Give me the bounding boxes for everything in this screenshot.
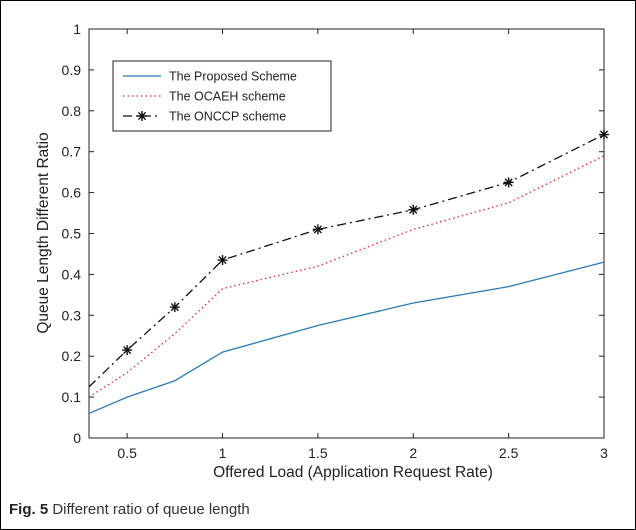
y-tick-label: 0.2	[62, 348, 82, 364]
figure-caption: Fig. 5 Different ratio of queue length	[9, 501, 250, 518]
y-tick-label: 0.1	[62, 389, 82, 405]
y-axis-label: Queue Length Different Ratio	[35, 132, 52, 333]
series-line-1	[88, 261, 605, 415]
y-tick-label: 0.3	[62, 307, 82, 323]
y-tick-label: 0.4	[62, 266, 82, 282]
series-3-point	[408, 204, 419, 215]
series-line-3	[88, 133, 605, 388]
y-tick-label: 0.9	[62, 62, 82, 78]
series-line-2	[88, 155, 605, 398]
series-3-point	[122, 345, 133, 356]
x-tick-label: 1	[219, 445, 227, 461]
y-tick-label: 0.5	[62, 226, 82, 242]
legend-box	[112, 60, 332, 132]
figure-label: Fig. 5	[9, 501, 49, 518]
legend-label-2: The OCAEH scheme	[169, 90, 286, 104]
line-chart: 0.5 1 1.5 2 2.5 3 0 0.1 0.2 0.3 0.4 0.5 0.6 0.7 0.8 0.9…	[35, 21, 609, 481]
x-tick-label: 0.5	[117, 445, 137, 461]
legend-label-3: The ONCCP scheme	[169, 110, 286, 124]
legend-label-1: The Proposed Scheme	[169, 70, 297, 84]
series-3-point	[312, 224, 323, 235]
y-tick-label: 0.8	[62, 103, 82, 119]
series-3-point	[503, 177, 514, 188]
y-tick-label: 1	[73, 21, 81, 37]
series-3-point	[217, 255, 228, 266]
series-3-point	[599, 129, 609, 140]
y-tick-label: 0	[73, 430, 81, 446]
x-axis-label: Offered Load (Application Request Rate)	[213, 464, 493, 481]
x-tick-label: 1.5	[308, 445, 328, 461]
x-tick-label: 2.5	[499, 445, 519, 461]
legend-marker-3	[137, 111, 147, 121]
figure-caption-text: Different ratio of queue length	[48, 501, 250, 518]
series-3-point	[169, 302, 180, 313]
x-tick-label: 2	[409, 445, 417, 461]
y-tick-label: 0.7	[62, 144, 82, 160]
y-tick-label: 0.6	[62, 185, 82, 201]
x-tick-label: 3	[600, 445, 608, 461]
